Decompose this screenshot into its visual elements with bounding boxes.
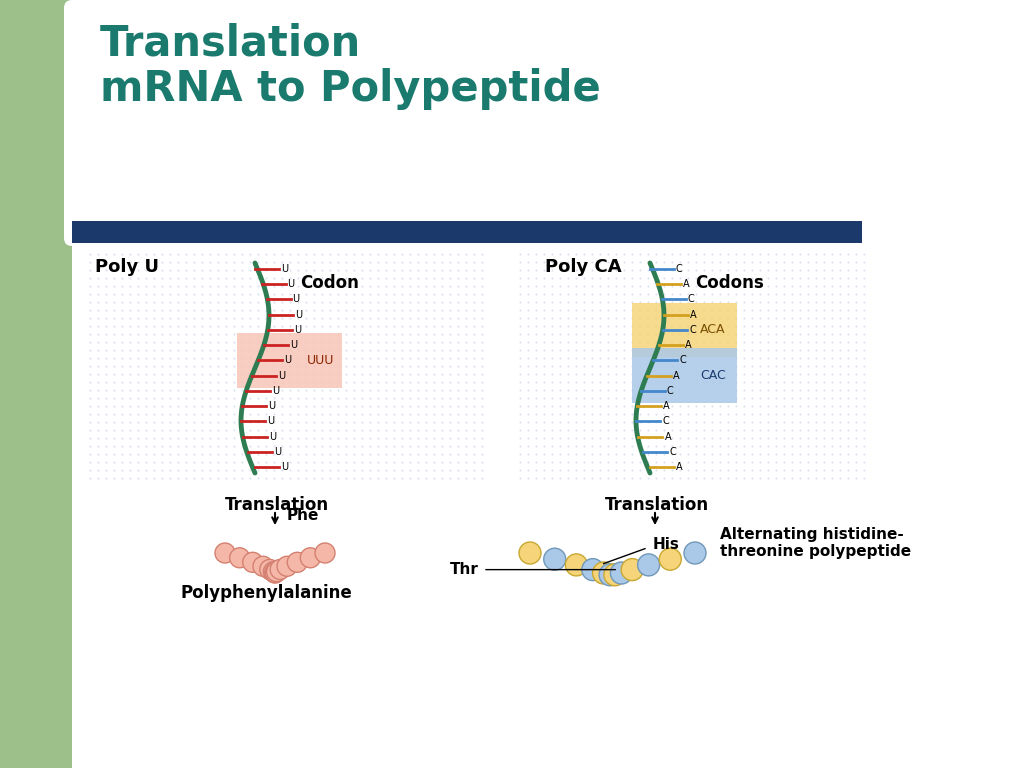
Text: A: A xyxy=(663,401,670,411)
Circle shape xyxy=(215,543,234,563)
Text: Thr: Thr xyxy=(450,562,479,577)
Text: UUU: UUU xyxy=(307,354,335,367)
Text: U: U xyxy=(285,356,292,366)
Text: A: A xyxy=(683,280,689,290)
Text: U: U xyxy=(274,447,282,457)
Text: A: A xyxy=(673,371,679,381)
Circle shape xyxy=(593,562,614,584)
Circle shape xyxy=(270,559,290,580)
Text: A: A xyxy=(665,432,671,442)
Text: C: C xyxy=(676,264,683,274)
Circle shape xyxy=(265,563,286,583)
Circle shape xyxy=(565,554,588,576)
Text: U: U xyxy=(295,310,302,319)
Text: Phe: Phe xyxy=(287,508,319,524)
Text: Codons: Codons xyxy=(695,274,764,292)
Text: U: U xyxy=(281,264,288,274)
Text: Translation: Translation xyxy=(605,496,710,514)
Text: Codon: Codon xyxy=(300,274,358,292)
Text: Translation: Translation xyxy=(100,23,361,65)
Circle shape xyxy=(288,552,307,572)
Text: U: U xyxy=(281,462,288,472)
Text: His: His xyxy=(653,537,680,552)
Circle shape xyxy=(260,559,280,580)
Circle shape xyxy=(300,548,321,568)
Text: CAC: CAC xyxy=(700,369,726,382)
Circle shape xyxy=(243,552,263,572)
Circle shape xyxy=(315,543,335,563)
Circle shape xyxy=(684,542,706,564)
Circle shape xyxy=(278,556,297,576)
Circle shape xyxy=(253,556,273,576)
Bar xyxy=(632,303,737,357)
Bar xyxy=(0,0,330,208)
Circle shape xyxy=(599,564,622,586)
Text: C: C xyxy=(679,356,686,366)
Text: A: A xyxy=(685,340,692,350)
Text: U: U xyxy=(271,386,279,396)
Text: C: C xyxy=(687,294,694,304)
Text: C: C xyxy=(663,416,669,426)
Text: C: C xyxy=(689,325,696,335)
Circle shape xyxy=(229,548,250,568)
Text: U: U xyxy=(294,325,301,335)
Text: U: U xyxy=(278,371,285,381)
Text: C: C xyxy=(670,447,676,457)
Circle shape xyxy=(544,548,565,570)
Circle shape xyxy=(582,558,604,581)
Circle shape xyxy=(659,548,681,570)
Circle shape xyxy=(519,542,541,564)
Bar xyxy=(72,221,862,243)
Text: U: U xyxy=(290,340,297,350)
Text: Translation: Translation xyxy=(225,496,329,514)
Text: U: U xyxy=(293,294,300,304)
Circle shape xyxy=(638,554,659,576)
Circle shape xyxy=(604,564,626,586)
Circle shape xyxy=(610,562,633,584)
Bar xyxy=(632,349,737,403)
Text: U: U xyxy=(288,280,295,290)
Text: U: U xyxy=(267,416,274,426)
Circle shape xyxy=(622,558,643,581)
Text: Polyphenylalanine: Polyphenylalanine xyxy=(180,584,352,602)
Text: Poly CA: Poly CA xyxy=(545,258,622,276)
Text: ACA: ACA xyxy=(700,323,725,336)
Text: C: C xyxy=(667,386,674,396)
Bar xyxy=(237,333,342,388)
Text: Poly U: Poly U xyxy=(95,258,159,276)
Text: A: A xyxy=(676,462,683,472)
Bar xyxy=(0,0,72,768)
Text: A: A xyxy=(690,310,696,319)
Text: U: U xyxy=(269,432,276,442)
FancyBboxPatch shape xyxy=(63,0,961,246)
Text: mRNA to Polypeptide: mRNA to Polypeptide xyxy=(100,68,601,110)
Circle shape xyxy=(265,563,285,583)
Text: U: U xyxy=(268,401,275,411)
Circle shape xyxy=(263,561,284,581)
Circle shape xyxy=(266,561,287,581)
Text: Alternating histidine-
threonine polypeptide: Alternating histidine- threonine polypep… xyxy=(720,527,911,559)
